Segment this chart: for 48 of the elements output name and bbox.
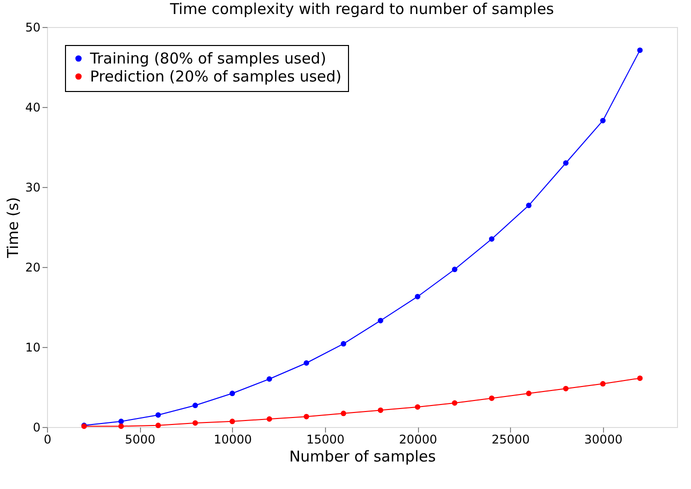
point <box>304 360 310 366</box>
y-axis-title: Time (s) <box>4 197 22 259</box>
point <box>155 422 161 428</box>
y-tick-label: 0 <box>32 420 40 434</box>
point <box>563 386 569 392</box>
x-tick-label: 30000 <box>584 432 622 446</box>
point <box>637 47 643 53</box>
point <box>340 410 346 416</box>
point <box>563 160 569 166</box>
point <box>304 414 310 420</box>
y-tick-label: 30 <box>25 180 40 194</box>
x-axis-title: Number of samples <box>289 448 436 466</box>
chart-title: Time complexity with regard to number of samples <box>168 0 554 18</box>
x-tick-label: 5000 <box>124 432 156 446</box>
point <box>118 423 124 429</box>
point <box>488 236 494 242</box>
point <box>600 381 606 387</box>
x-tick-label: 25000 <box>492 432 530 446</box>
point <box>266 376 272 382</box>
point <box>378 318 384 324</box>
point <box>118 418 124 424</box>
y-tick-label: 10 <box>25 340 40 354</box>
point <box>230 390 236 396</box>
x-tick-label: 0 <box>44 432 52 446</box>
point <box>192 402 198 408</box>
point <box>414 404 420 410</box>
point <box>155 412 161 418</box>
point <box>192 420 198 426</box>
legend-label: Prediction (20% of samples used) <box>90 68 342 86</box>
x-tick-label: 10000 <box>214 432 252 446</box>
point <box>414 294 420 300</box>
y-tick-label: 20 <box>25 260 40 274</box>
point <box>230 418 236 424</box>
point <box>526 202 532 208</box>
point <box>452 400 458 406</box>
point <box>452 266 458 272</box>
x-tick-label: 20000 <box>398 432 438 446</box>
point <box>637 375 643 381</box>
legend-label: Training (80% of samples used) <box>89 50 326 68</box>
y-tick-label: 50 <box>25 20 40 34</box>
point <box>526 390 532 396</box>
y-tick-label: 40 <box>25 100 40 114</box>
point <box>266 416 272 422</box>
point <box>488 395 494 401</box>
point <box>600 118 606 124</box>
x-tick-label: 15000 <box>306 432 345 446</box>
point <box>340 341 346 347</box>
point <box>378 407 384 413</box>
